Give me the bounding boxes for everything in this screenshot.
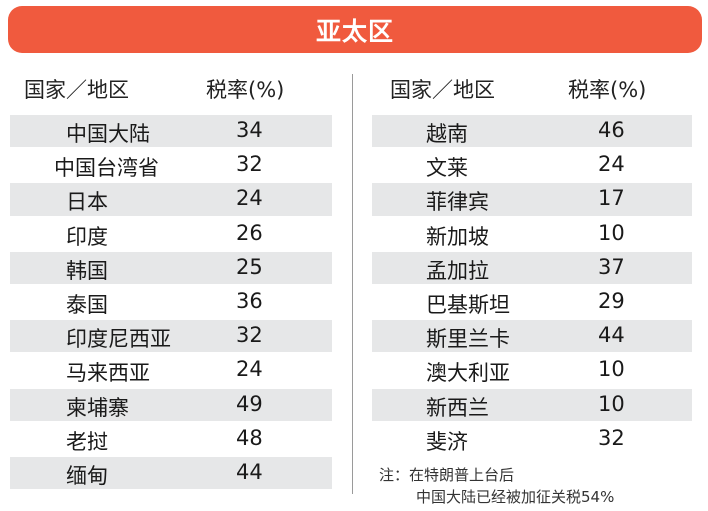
tariff-rate: 32 (236, 152, 263, 177)
country-name: 斐济 (426, 429, 468, 454)
country-name: 缅甸 (66, 463, 108, 488)
table-row: 柬埔寨 49 (10, 388, 332, 422)
footnote-line-2: 中国大陆已经被加征关税54% (416, 488, 615, 506)
tariff-rate: 48 (236, 425, 263, 450)
table-row: 斐济 32 (372, 422, 692, 456)
country-name: 越南 (426, 122, 468, 146)
country-name: 韩国 (66, 258, 108, 283)
tariff-rate: 17 (598, 186, 625, 211)
country-name: 新加坡 (426, 224, 489, 249)
tariff-rate: 49 (236, 391, 263, 416)
table-row: 孟加拉 37 (372, 251, 692, 285)
tariff-rate: 44 (598, 323, 625, 348)
country-name: 印度 (66, 224, 108, 249)
table-row: 马来西亚 24 (10, 353, 332, 387)
tariff-rate: 37 (598, 254, 625, 279)
table-row: 中国台湾省 32 (10, 148, 332, 182)
table-row: 缅甸 44 (10, 456, 332, 490)
country-name: 老挝 (66, 429, 108, 454)
country-name: 柬埔寨 (66, 395, 129, 420)
table-row: 日本 24 (10, 182, 332, 216)
footnote-line-1: 注：在特朗普上台后 (379, 466, 515, 484)
country-name: 泰国 (66, 292, 108, 317)
table-row: 越南 46 (372, 114, 692, 148)
tariff-table-left: 国家／地区 税率(%) 中国大陆 34 中国台湾省 32 日本 24 印度 26 韩国 2… (10, 68, 332, 490)
table-row: 印度尼西亚 32 (10, 319, 332, 353)
tariff-rate: 46 (598, 118, 625, 142)
header-rate: 税率(%) (568, 78, 647, 102)
country-name: 马来西亚 (66, 361, 150, 386)
table-row: 中国大陆 34 (10, 114, 332, 148)
column-divider (352, 74, 353, 494)
tariff-rate: 24 (598, 152, 625, 177)
region-banner: 亚太区 (8, 6, 702, 53)
table-row: 文莱 24 (372, 148, 692, 182)
country-name: 巴基斯坦 (426, 292, 510, 317)
tariff-table-right: 国家／地区 税率(%) 越南 46 文莱 24 菲律宾 17 新加坡 10 孟加拉 37 … (372, 68, 692, 454)
footnote: 注：在特朗普上台后 中国大陆已经被加征关税54% (379, 464, 614, 508)
country-name: 日本 (66, 190, 108, 215)
country-name: 孟加拉 (426, 258, 489, 283)
country-name: 新西兰 (426, 395, 489, 420)
table-row: 巴基斯坦 29 (372, 285, 692, 319)
tariff-rate: 24 (236, 357, 263, 382)
tariff-rate: 10 (598, 220, 625, 245)
tariff-rate: 24 (236, 186, 263, 211)
header-country: 国家／地区 (24, 78, 129, 102)
country-name: 菲律宾 (426, 190, 489, 215)
country-name: 澳大利亚 (426, 361, 510, 386)
country-name: 文莱 (426, 156, 468, 181)
region-title: 亚太区 (315, 16, 394, 46)
country-name: 中国台湾省 (54, 156, 159, 181)
table-row: 新加坡 10 (372, 217, 692, 251)
country-name: 斯里兰卡 (426, 327, 510, 352)
tariff-rate: 32 (236, 323, 263, 348)
tariff-rate: 32 (598, 425, 625, 450)
header-country: 国家／地区 (390, 78, 495, 102)
tariff-rate: 25 (236, 254, 263, 279)
tariff-rate: 29 (598, 288, 625, 313)
country-name: 中国大陆 (66, 122, 150, 146)
table-row: 印度 26 (10, 217, 332, 251)
tariff-rate: 34 (236, 118, 263, 142)
country-name: 印度尼西亚 (66, 327, 171, 352)
table-header: 国家／地区 税率(%) (10, 68, 332, 112)
tariff-rate: 10 (598, 357, 625, 382)
table-row: 斯里兰卡 44 (372, 319, 692, 353)
table-header: 国家／地区 税率(%) (372, 68, 692, 112)
tariff-rate: 36 (236, 288, 263, 313)
table-row: 菲律宾 17 (372, 182, 692, 216)
tariff-rate: 26 (236, 220, 263, 245)
table-row: 新西兰 10 (372, 388, 692, 422)
table-row: 澳大利亚 10 (372, 353, 692, 387)
table-row: 泰国 36 (10, 285, 332, 319)
table-row: 韩国 25 (10, 251, 332, 285)
tariff-rate: 10 (598, 391, 625, 416)
table-row: 老挝 48 (10, 422, 332, 456)
header-rate: 税率(%) (206, 78, 285, 102)
tariff-rate: 44 (236, 459, 263, 484)
